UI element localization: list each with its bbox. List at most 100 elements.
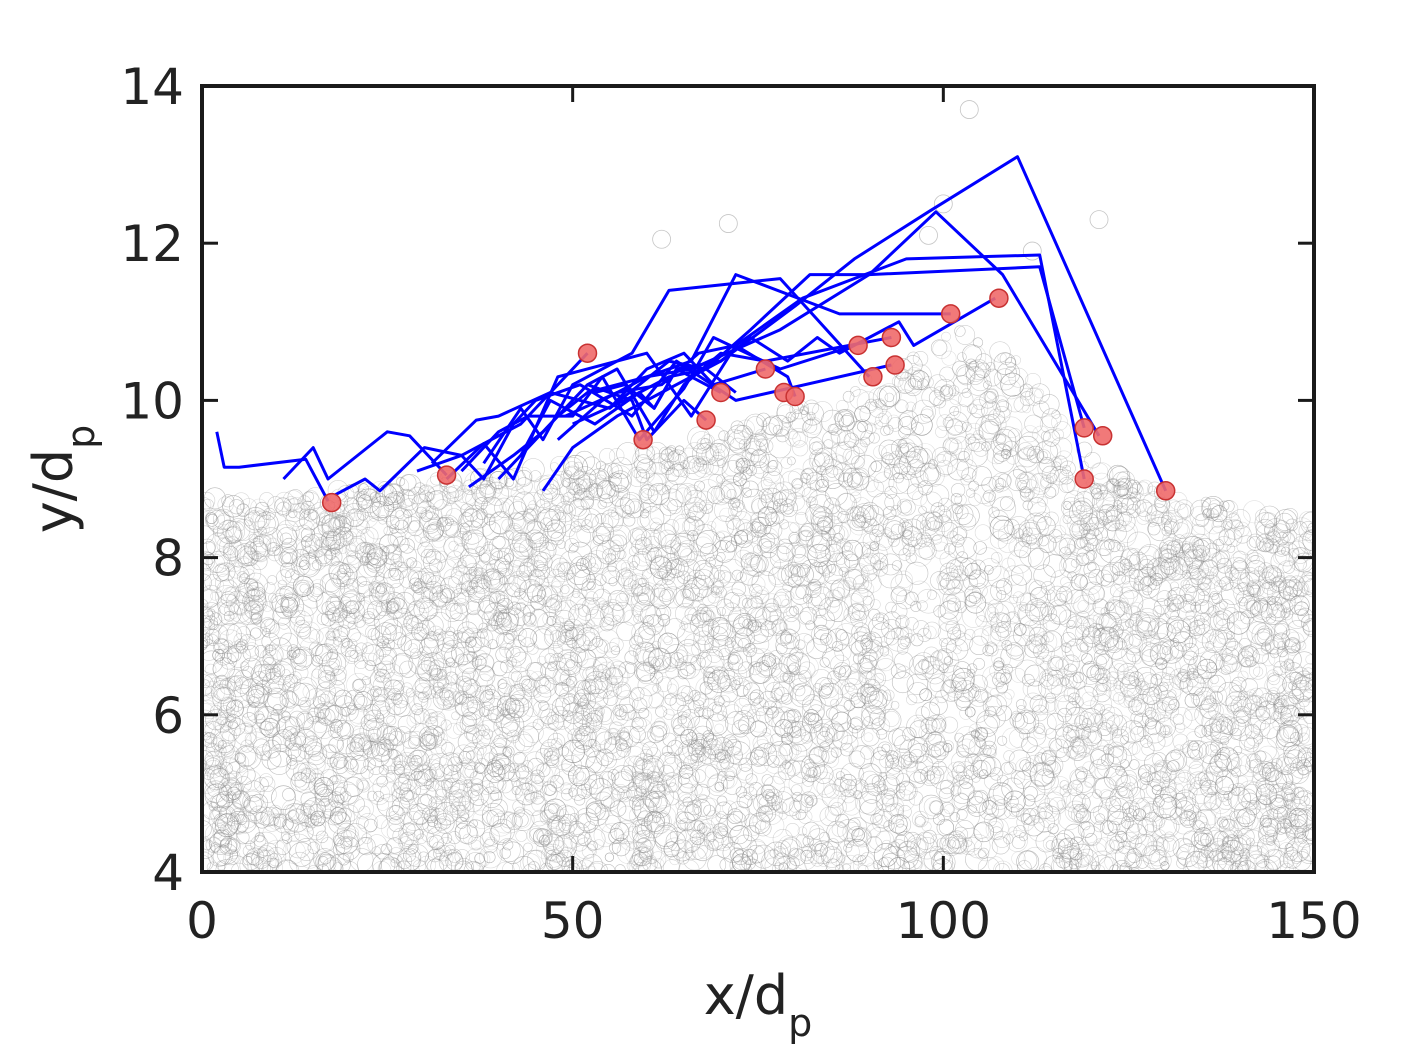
bed-particle xyxy=(569,782,587,801)
bed-particle xyxy=(878,564,903,589)
bed-particle xyxy=(1092,613,1105,626)
bed-particle xyxy=(1144,674,1158,688)
bed-particle xyxy=(676,761,688,773)
bed-particle xyxy=(1004,689,1015,700)
bed-particle xyxy=(952,838,969,855)
bed-particle xyxy=(1063,663,1078,678)
bed-particle xyxy=(1197,582,1211,596)
bed-particle xyxy=(1067,534,1090,557)
bed-particle xyxy=(1252,666,1264,677)
bed-particle xyxy=(210,842,221,853)
bed-particle xyxy=(610,524,632,546)
bed-particle xyxy=(634,772,652,790)
bed-particle xyxy=(995,621,1012,638)
bed-particle xyxy=(944,656,953,665)
bed-particle xyxy=(664,753,676,765)
bed-particle xyxy=(1238,582,1248,593)
bed-particle xyxy=(356,778,369,791)
bed-particle xyxy=(247,540,268,562)
bed-particle xyxy=(1190,601,1201,613)
bed-particle xyxy=(750,494,775,518)
bed-particle xyxy=(601,752,617,769)
bed-particle xyxy=(866,684,892,709)
bed-particle xyxy=(605,659,626,680)
bed-particle xyxy=(846,472,864,489)
bed-particle xyxy=(1269,783,1280,794)
bed-particle xyxy=(716,844,731,859)
bed-particle xyxy=(780,457,793,469)
bed-particle xyxy=(616,840,640,864)
bed-particle xyxy=(563,504,573,514)
bed-particle xyxy=(948,690,959,701)
bed-particle xyxy=(790,409,813,433)
bed-particle xyxy=(460,509,483,532)
bed-particle xyxy=(653,805,677,829)
bed-particle xyxy=(1276,646,1288,658)
bed-particle xyxy=(1079,572,1103,595)
bed-particle xyxy=(966,700,990,723)
bed-particle xyxy=(1062,724,1080,742)
bed-particle xyxy=(896,643,909,655)
bed-particle xyxy=(255,849,280,872)
bed-particle xyxy=(900,499,916,516)
bed-particle xyxy=(514,764,530,779)
bed-particle xyxy=(810,723,836,748)
bed-particle xyxy=(334,794,345,805)
bed-particle xyxy=(660,533,681,554)
bed-particle xyxy=(1152,837,1169,853)
bed-particle xyxy=(1072,735,1093,756)
bed-particle xyxy=(557,540,566,549)
bed-particle xyxy=(680,468,690,478)
bed-particle xyxy=(991,496,1017,521)
bed-particle xyxy=(882,527,893,538)
bed-particle xyxy=(229,668,244,684)
bed-particle xyxy=(1124,688,1144,708)
bed-particle xyxy=(967,753,979,764)
bed-particle xyxy=(1109,724,1119,734)
bed-particle xyxy=(884,494,901,511)
bed-particle xyxy=(542,597,562,618)
bed-particle xyxy=(847,816,868,837)
bed-particle xyxy=(1267,672,1281,686)
bed-particle xyxy=(645,603,670,628)
bed-particle xyxy=(932,534,942,545)
bed-particle xyxy=(843,432,859,448)
bed-particle xyxy=(906,837,928,859)
bed-particle xyxy=(378,858,399,872)
bed-particle xyxy=(1092,683,1112,703)
bed-particle xyxy=(305,815,327,836)
bed-particle xyxy=(870,622,896,647)
bed-particle xyxy=(533,475,554,496)
bed-particle xyxy=(414,529,429,544)
bed-particle xyxy=(1290,731,1304,745)
bed-particle xyxy=(1101,641,1112,652)
bed-particle xyxy=(693,820,705,832)
bed-particle xyxy=(337,624,350,637)
bed-particle xyxy=(1011,851,1026,866)
bed-particle xyxy=(393,754,407,769)
bed-particle xyxy=(296,541,311,556)
bed-particle xyxy=(457,588,472,603)
bed-particle xyxy=(943,674,968,698)
bed-particle xyxy=(298,697,311,710)
bed-particle xyxy=(805,711,816,722)
bed-particle xyxy=(921,728,933,740)
bed-particle xyxy=(1213,632,1236,655)
bed-particle xyxy=(598,810,621,833)
bed-particle xyxy=(229,753,250,774)
bed-particle xyxy=(903,854,923,872)
bed-particle xyxy=(838,519,863,544)
bed-particle xyxy=(281,711,291,721)
bed-particle xyxy=(1092,789,1102,799)
bed-particle xyxy=(1216,565,1241,590)
bed-particle xyxy=(990,612,1011,633)
bed-particle xyxy=(272,524,297,549)
bed-particle xyxy=(659,459,675,475)
bed-particle xyxy=(677,715,687,725)
bed-particle xyxy=(912,652,935,674)
bed-particle xyxy=(628,806,648,826)
bed-particle xyxy=(223,849,239,866)
bed-particle xyxy=(1253,734,1264,745)
bed-particle xyxy=(1043,554,1067,578)
